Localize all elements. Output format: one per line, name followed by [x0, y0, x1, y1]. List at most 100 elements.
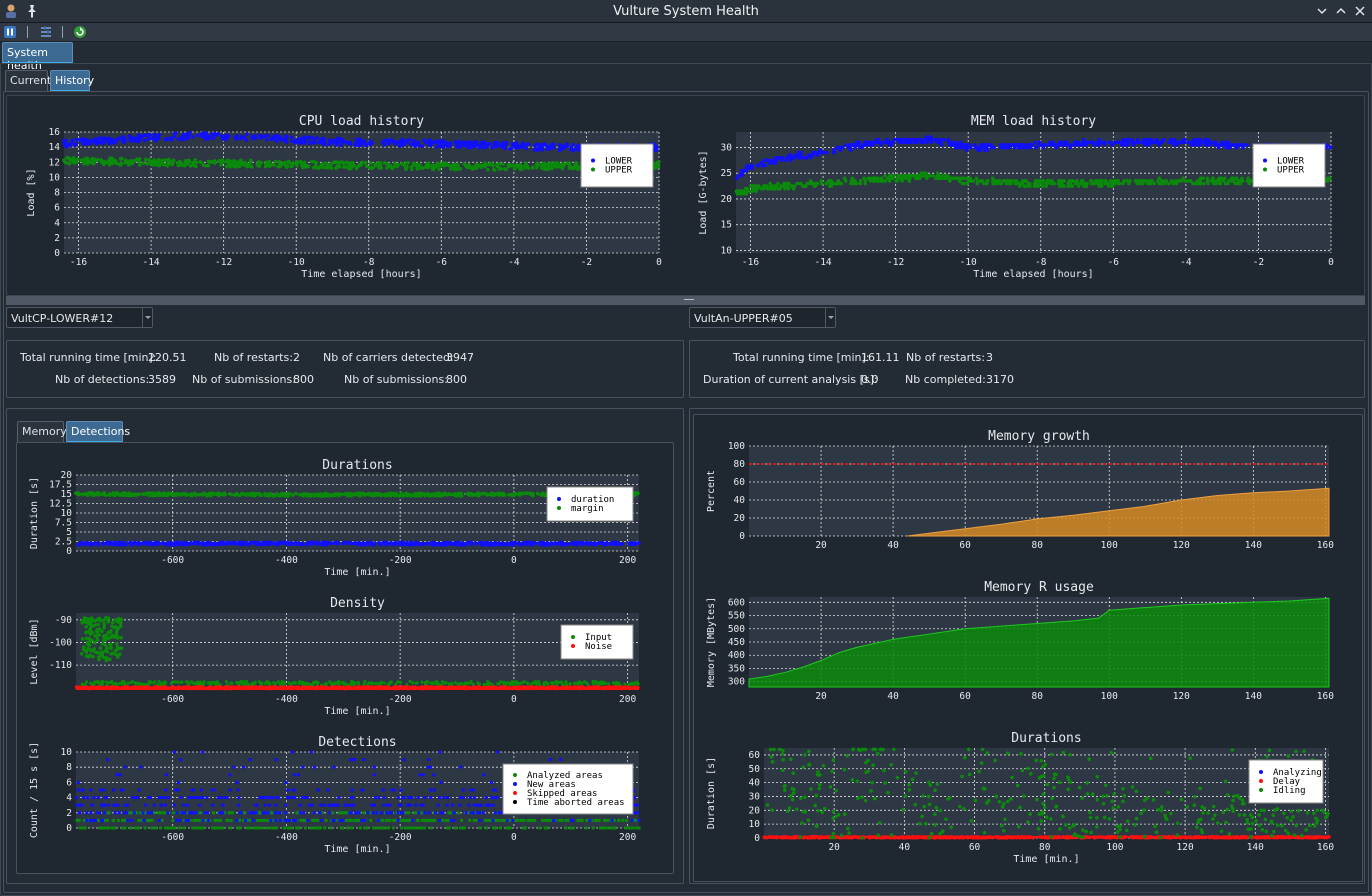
data-point: [656, 164, 661, 169]
legend-marker: [591, 167, 595, 172]
data-point: [103, 643, 108, 647]
data-point: [1131, 143, 1136, 147]
data-point: [198, 160, 203, 165]
data-point: [245, 164, 249, 169]
splitter-handle[interactable]: [6, 296, 1365, 305]
data-point: [1189, 179, 1193, 183]
data-point: [339, 143, 343, 148]
chevron-down-icon[interactable]: [142, 308, 152, 327]
data-point: [79, 540, 83, 545]
data-point: [335, 492, 340, 496]
data-point: [978, 179, 983, 183]
data-point: [1162, 181, 1167, 186]
tab-current[interactable]: Current: [5, 70, 51, 91]
data-point: [517, 493, 522, 497]
data-point: [1065, 140, 1069, 145]
plot-area: [76, 613, 639, 690]
right-process-select[interactable]: VultAn-UPPER#05: [689, 307, 836, 328]
data-point: [212, 159, 217, 163]
data-point: [203, 163, 208, 168]
left-charts-panel: [6, 408, 684, 884]
legend-marker: [557, 497, 561, 501]
tab-history[interactable]: History: [50, 70, 94, 92]
maximize-icon[interactable]: [1333, 3, 1349, 19]
data-point: [559, 540, 563, 545]
data-point: [266, 133, 270, 137]
data-point: [432, 140, 437, 145]
data-point: [1160, 179, 1164, 183]
minimize-icon[interactable]: [1314, 3, 1330, 19]
data-point: [152, 132, 157, 137]
data-point: [415, 540, 419, 545]
data-point: [883, 173, 887, 178]
data-point: [524, 146, 528, 151]
data-point: [197, 492, 201, 497]
pause-icon[interactable]: [3, 25, 17, 39]
data-point: [744, 191, 749, 196]
tab-memory[interactable]: Memory: [17, 421, 67, 442]
pin-icon[interactable]: [26, 4, 38, 18]
data-point: [173, 680, 178, 684]
data-point: [410, 164, 414, 169]
data-point: [975, 181, 980, 186]
data-point: [89, 160, 94, 165]
data-point: [828, 184, 832, 188]
data-point: [1195, 179, 1200, 183]
data-point: [858, 145, 863, 150]
data-point: [1023, 179, 1027, 183]
data-point: [657, 160, 661, 164]
data-point: [1205, 176, 1210, 181]
data-point: [521, 144, 526, 149]
chevron-down-icon[interactable]: [825, 308, 835, 327]
data-point: [237, 164, 242, 169]
settings-icon[interactable]: [39, 25, 53, 39]
data-point: [819, 179, 824, 183]
data-point: [102, 638, 106, 643]
refresh-icon[interactable]: [73, 25, 87, 39]
data-point: [494, 143, 499, 148]
data-point: [302, 137, 307, 142]
y-tick-label: 12.5: [49, 499, 72, 510]
data-point: [276, 680, 280, 684]
data-point: [244, 138, 249, 143]
data-point: [934, 176, 938, 181]
data-point: [1128, 179, 1132, 183]
data-point: [1136, 140, 1141, 145]
data-point: [197, 541, 202, 545]
data-point: [230, 162, 235, 167]
data-point: [280, 681, 285, 685]
data-point: [964, 145, 968, 150]
data-point: [653, 166, 657, 170]
close-icon[interactable]: [1352, 3, 1368, 19]
data-point: [458, 167, 463, 171]
data-point: [149, 162, 154, 166]
data-point: [300, 165, 305, 170]
left-process-select[interactable]: VultCP-LOWER#12: [6, 307, 153, 328]
data-point: [222, 493, 226, 497]
data-point: [436, 140, 441, 145]
data-point: [306, 681, 310, 685]
data-point: [274, 159, 278, 164]
data-point: [911, 137, 916, 142]
data-point: [385, 166, 389, 170]
data-point: [1079, 179, 1084, 183]
data-point: [108, 630, 113, 634]
data-point: [118, 163, 123, 167]
data-point: [1214, 179, 1219, 183]
data-point: [628, 542, 633, 547]
data-point: [744, 168, 748, 173]
data-point: [1121, 181, 1125, 186]
data-point: [1073, 143, 1078, 147]
data-point: [420, 542, 425, 547]
data-point: [411, 141, 415, 146]
data-point: [174, 540, 179, 545]
data-point: [509, 492, 514, 497]
data-point: [1010, 179, 1014, 183]
legend-box: [1252, 143, 1326, 188]
data-point: [341, 165, 346, 169]
data-point: [1048, 179, 1053, 183]
tab-system-health[interactable]: System health: [2, 42, 73, 72]
data-point: [71, 156, 76, 160]
tab-detections[interactable]: Detections: [66, 421, 130, 443]
chart-title: Density: [330, 596, 385, 611]
